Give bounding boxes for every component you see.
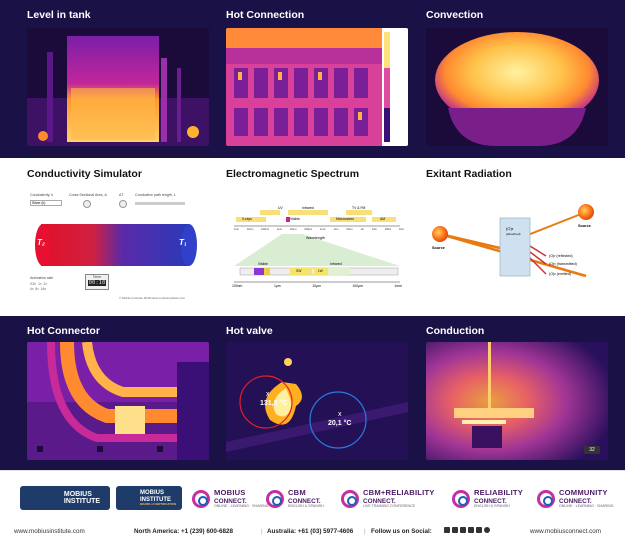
tile-title-hot-connector: Hot Connector: [27, 325, 100, 337]
conductor-bar: [35, 224, 197, 266]
source-left-label: Source: [432, 246, 445, 250]
reflected-label: (O)r (reflected): [549, 254, 573, 258]
tile-title-level-in-tank: Level in tank: [27, 9, 91, 21]
row-3-band: Hot Connector Hot valve Conduction: [0, 316, 625, 472]
mobius-connect-logo[interactable]: MOBIUS CONNECT. ONLINE · LEARNING · SHARIN…: [192, 484, 269, 514]
band-am: AM: [380, 217, 386, 221]
footer: [0, 470, 625, 551]
separator: |: [261, 528, 263, 535]
object-sub-label: (absorbed): [506, 232, 521, 236]
wavelength-label: Wavelength: [306, 236, 325, 240]
youtube-icon[interactable]: [476, 527, 482, 534]
twitter-icon[interactable]: [452, 527, 458, 534]
social-icons: [442, 527, 490, 534]
separator: |: [364, 528, 366, 535]
linkedin-icon[interactable]: [460, 527, 466, 534]
area-label: Cross Sectional Area, A: [69, 193, 107, 197]
zoom-sw: SW: [296, 269, 302, 273]
zoom-lw: LW: [318, 269, 323, 273]
connect-mark-icon: [537, 490, 555, 508]
mobiusinstitute-link[interactable]: www.mobiusinstitute.com: [14, 528, 85, 535]
object-label: (O)τ: [506, 226, 514, 231]
zoom-visible: Visible: [258, 262, 268, 266]
band-infrared: Infrared: [302, 206, 314, 210]
spectrum-graphic: [234, 210, 400, 283]
exitant-graphic: [432, 204, 594, 278]
social-label: Follow us on Social:: [371, 528, 432, 535]
zoom-scale: 100nm 1μm 10μm 100μm 1mm: [232, 284, 402, 288]
image-count-badge: 32: [584, 446, 600, 454]
zoom-infrared: Infrared: [330, 262, 342, 266]
cold-spot-temperature: 20,1 °C: [328, 420, 352, 427]
band-xrays: X-rays: [242, 217, 252, 221]
band-visible: Visible: [290, 217, 300, 221]
band-tv-fm: TV & FM: [352, 206, 366, 210]
row-2-band: Conductivity Simulator Electromagnetic S…: [0, 158, 625, 316]
electromagnetic-spectrum-diagram[interactable]: UV Infrared TV & FM X-rays Visible Micro…: [226, 190, 408, 310]
connect-mark-icon: [341, 490, 359, 508]
community-connect-logo[interactable]: COMMUNITY CONNECT. ONLINE · LEARNING · SHA…: [537, 484, 614, 514]
hot-connection-thermal-image[interactable]: [226, 28, 408, 146]
svg-text:x: x: [338, 411, 342, 418]
logo-strip: MOBIUS INSTITUTE MOBIUS INSTITUTE BOARD …: [0, 478, 625, 522]
band-microwaves: Microwaves: [336, 217, 354, 221]
whatsapp-icon[interactable]: [484, 527, 490, 534]
cbm-connect-logo[interactable]: CBM CONNECT. ENGLISH & SPANISH: [266, 484, 324, 514]
hot-spot-temperature: 131,3 °C: [260, 400, 288, 407]
emitted-label: (O)ε (emitted): [549, 272, 571, 276]
simulator-credit: © Mobius Institute 2018 www.mobiusinstit…: [119, 296, 186, 300]
mobius-institute-logo[interactable]: MOBIUS INSTITUTE: [20, 486, 110, 510]
connect-mark-icon: [452, 490, 470, 508]
mobiusconnect-link[interactable]: www.mobiusconnect.com: [530, 528, 602, 535]
hot-valve-thermal-image[interactable]: x x 131,3 °C 20,1 °C: [226, 342, 408, 460]
tile-title-exitant-radiation: Exitant Radiation: [426, 168, 512, 180]
row-1-band: Level in tank Hot Connection Convection: [0, 0, 625, 158]
path-length-slider[interactable]: [135, 202, 185, 205]
tile-title-electromagnetic-spectrum: Electromagnetic Spectrum: [226, 168, 360, 180]
connect-mark-icon: [192, 490, 210, 508]
path-length-label: Conductive path length, L: [135, 193, 176, 197]
tile-title-convection: Convection: [426, 9, 484, 21]
t1-label: T₁: [179, 238, 187, 247]
spectrum-scale: 1nm 10nm 100nm 1μm 10μm 100μm 1mm 1cm 10cm 1m 10m 1…: [234, 228, 404, 231]
rate-options[interactable]: 0.5× 1× 2× 4× 8× 16×: [30, 282, 48, 291]
tile-title-hot-connection: Hot Connection: [226, 9, 305, 21]
instagram-icon[interactable]: [468, 527, 474, 534]
timer-box: Timer 00:10: [85, 274, 109, 290]
material-select[interactable]: Silver (k): [30, 200, 62, 206]
animation-rate-label: Animation rate: [30, 276, 54, 280]
tile-title-conduction: Conduction: [426, 325, 485, 337]
source-right-label: Source: [578, 224, 591, 228]
tile-title-hot-valve: Hot valve: [226, 325, 273, 337]
mobius-board-logo[interactable]: MOBIUS INSTITUTE BOARD of CERTIFICATION: [116, 486, 182, 510]
level-in-tank-thermal-image[interactable]: [27, 28, 209, 146]
tile-title-conductivity-simulator: Conductivity Simulator: [27, 168, 142, 180]
reliability-connect-logo[interactable]: RELIABILITY CONNECT. ENGLISH & SPANISH: [452, 484, 523, 514]
convection-thermal-image[interactable]: [426, 28, 608, 146]
area-knob[interactable]: [83, 200, 91, 208]
conductivity-label: Conductivity, k: [30, 193, 54, 197]
north-america-phone[interactable]: North America: +1 (239) 600-6828: [134, 528, 233, 535]
timer-value: 00:10: [88, 280, 106, 286]
conductivity-simulator-panel[interactable]: Conductivity, k Cross Sectional Area, A …: [27, 190, 209, 310]
band-uv: UV: [278, 206, 283, 210]
t2-label: T₂: [37, 238, 45, 247]
hot-connector-thermal-image[interactable]: [27, 342, 209, 460]
exitant-radiation-diagram[interactable]: Source Source (O)τ (absorbed) (O)r (refl…: [426, 190, 608, 310]
conduction-thermal-image[interactable]: 32: [426, 342, 608, 460]
delta-t-label: ΔT: [119, 193, 124, 197]
australia-phone[interactable]: Australia: +61 (03) 5977-4606: [267, 528, 354, 535]
svg-text:x: x: [266, 391, 270, 398]
footer-contact-row: www.mobiusinstitute.com North America: +…: [0, 526, 625, 540]
cbm-reliability-connect-logo[interactable]: CBM+RELIABILITY CONNECT. LIVE TRAINING CON…: [341, 484, 435, 514]
delta-t-knob[interactable]: [119, 200, 127, 208]
facebook-icon[interactable]: [444, 527, 450, 534]
transmitted-label: (O)τ (transmitted): [549, 262, 577, 266]
connect-mark-icon: [266, 490, 284, 508]
